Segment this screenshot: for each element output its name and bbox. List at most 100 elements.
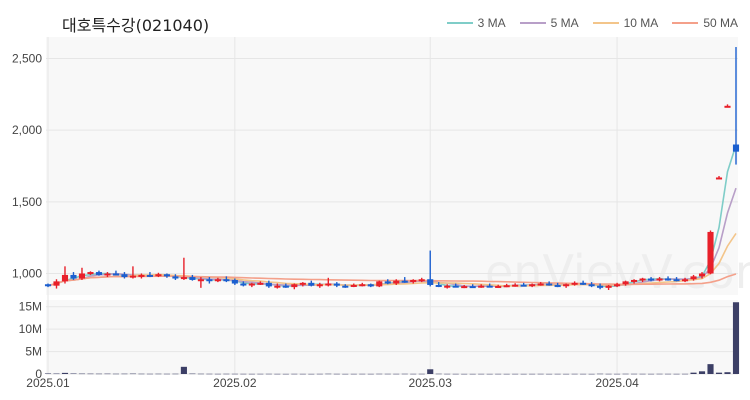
volume-bar bbox=[631, 373, 638, 375]
volume-bar bbox=[155, 373, 162, 375]
legend-label: 10 MA bbox=[623, 16, 659, 30]
x-tick-label: 2025.03 bbox=[409, 376, 453, 390]
volume-bar bbox=[614, 373, 621, 375]
volume-bar bbox=[427, 369, 434, 374]
volume-bar bbox=[257, 373, 264, 375]
candle-body bbox=[401, 280, 408, 283]
candle-body bbox=[223, 279, 230, 282]
ma-line-50 bbox=[47, 273, 737, 287]
volume-bar bbox=[61, 372, 69, 374]
volume-bar bbox=[664, 373, 672, 375]
volume-bar bbox=[189, 373, 196, 375]
volume-bar bbox=[180, 366, 187, 374]
candle-body bbox=[478, 285, 485, 288]
volume-bar bbox=[121, 373, 128, 375]
candle-body bbox=[163, 274, 170, 277]
volume-bar bbox=[605, 373, 612, 375]
legend-item-ma50[interactable]: 50 MA bbox=[672, 16, 738, 30]
volume-bar bbox=[342, 373, 349, 375]
candle-body bbox=[656, 278, 663, 281]
candle-body bbox=[461, 286, 468, 289]
candle-body bbox=[631, 279, 638, 282]
candle-body bbox=[469, 286, 476, 289]
candle-body bbox=[546, 283, 553, 286]
price-panel-background bbox=[46, 37, 738, 295]
volume-bar bbox=[359, 373, 366, 375]
volume-bar bbox=[367, 373, 374, 375]
volume-bar bbox=[274, 373, 281, 375]
x-tick-label: 2025.01 bbox=[26, 376, 70, 390]
candle-body bbox=[503, 285, 510, 288]
candle-body bbox=[240, 283, 247, 286]
volume-bar bbox=[146, 373, 153, 375]
volume-bar bbox=[648, 373, 655, 375]
y-tick-label: 1,000 bbox=[12, 267, 42, 281]
candle-body bbox=[350, 284, 357, 287]
candle-body bbox=[588, 284, 595, 287]
volume-bar bbox=[418, 373, 425, 375]
legend-item-ma10[interactable]: 10 MA bbox=[592, 16, 659, 30]
candle-body bbox=[206, 279, 213, 282]
candle-body bbox=[316, 284, 323, 287]
candle-body bbox=[571, 282, 578, 285]
volume-tick-label: 15M bbox=[19, 300, 42, 314]
volume-bar bbox=[656, 373, 663, 375]
volume-bar bbox=[112, 373, 120, 375]
volume-bar bbox=[95, 373, 103, 375]
volume-bar bbox=[435, 373, 442, 375]
volume-bar bbox=[291, 373, 298, 375]
volume-bar bbox=[724, 372, 731, 374]
candle-body bbox=[707, 231, 714, 274]
candle-body bbox=[308, 282, 315, 286]
volume-bar bbox=[78, 373, 86, 375]
volume-bar bbox=[172, 373, 179, 375]
candle-body bbox=[214, 279, 221, 282]
candle-body bbox=[78, 273, 86, 279]
legend-item-ma5[interactable]: 5 MA bbox=[519, 16, 579, 30]
volume-bar bbox=[571, 373, 578, 375]
candle-body bbox=[172, 276, 179, 279]
candle-body bbox=[639, 278, 646, 281]
stock-title: 대호특수강(021040) bbox=[62, 16, 210, 35]
legend-label: 3 MA bbox=[477, 16, 506, 30]
volume-panel-background bbox=[46, 300, 738, 374]
volume-bar bbox=[299, 373, 306, 375]
volume-bar bbox=[393, 373, 400, 375]
volume-bar bbox=[520, 373, 527, 375]
volume-bar bbox=[87, 373, 94, 375]
y-tick-label: 2,500 bbox=[12, 52, 42, 66]
candle-body bbox=[673, 279, 680, 282]
candle-body bbox=[529, 284, 536, 287]
volume-bar bbox=[129, 373, 136, 375]
legend-label: 5 MA bbox=[550, 16, 579, 30]
candle-body bbox=[418, 279, 425, 282]
candle-body bbox=[724, 105, 731, 108]
candle-body bbox=[384, 281, 391, 284]
volume-bar bbox=[461, 373, 468, 375]
candle-body bbox=[698, 273, 706, 277]
axis-layer: 1,000 1,500 2,000 2,500 0 5M 10M 15M 2025.01 2025… bbox=[12, 52, 639, 391]
candle-body bbox=[605, 285, 612, 288]
candle-body bbox=[61, 274, 69, 282]
volume-bar bbox=[563, 373, 570, 375]
y-tick-label: 1,500 bbox=[12, 195, 42, 209]
candle-body bbox=[554, 284, 561, 287]
volume-bar bbox=[214, 373, 221, 375]
candle-body bbox=[53, 281, 60, 286]
candle-body bbox=[180, 277, 187, 280]
candle-body bbox=[664, 278, 672, 281]
candle-body bbox=[367, 284, 374, 287]
candle-body bbox=[104, 273, 111, 276]
volume-bar bbox=[282, 373, 289, 375]
volume-bar bbox=[325, 373, 332, 375]
candle-body bbox=[715, 177, 723, 180]
candle-body bbox=[537, 283, 544, 286]
candle-body bbox=[299, 282, 306, 285]
legend-swatch bbox=[672, 22, 699, 24]
legend-item-ma3[interactable]: 3 MA bbox=[446, 16, 506, 30]
candle-body bbox=[257, 282, 264, 285]
volume-bar bbox=[70, 373, 77, 375]
candle-body bbox=[325, 283, 332, 286]
volume-bar bbox=[486, 373, 493, 375]
volume-bar bbox=[376, 373, 383, 375]
